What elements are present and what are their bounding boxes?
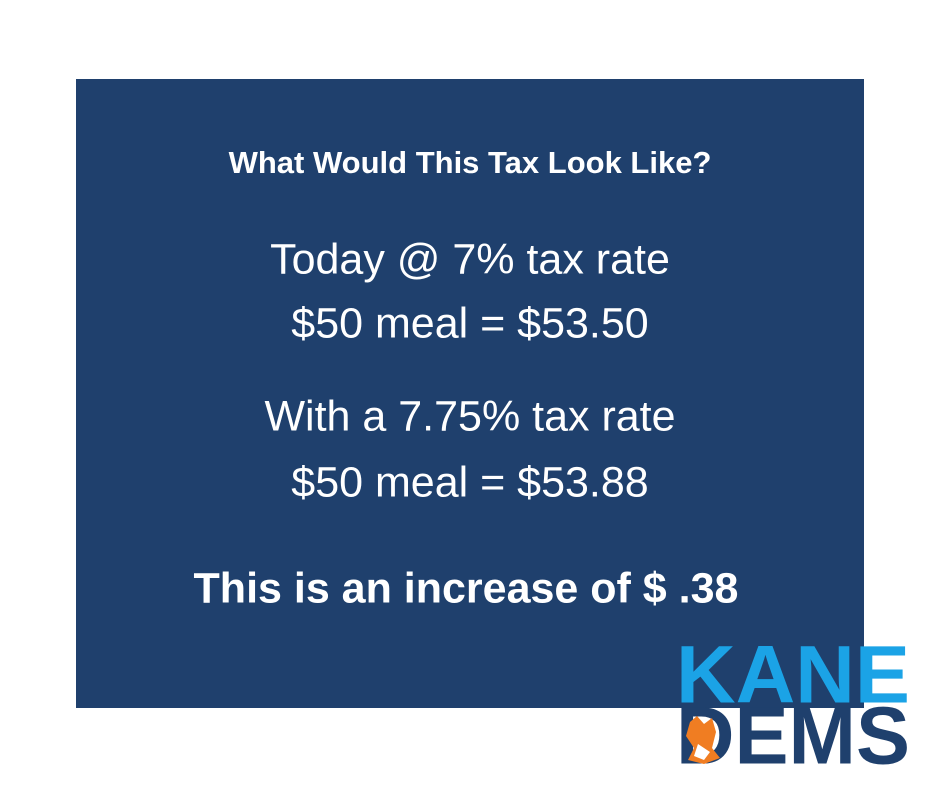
logo-bottom: DEMS — [676, 691, 910, 782]
proposed-meal: $50 meal = $53.88 — [291, 458, 648, 506]
logo: KANE DEMS — [676, 630, 910, 782]
title: What Would This Tax Look Like? — [229, 145, 712, 180]
fox-icon — [686, 716, 720, 764]
logo-top: KANE — [676, 630, 910, 721]
today-meal: $50 meal = $53.50 — [291, 299, 648, 347]
conclusion: This is an increase of $ .38 — [194, 564, 739, 612]
today-rate: Today @ 7% tax rate — [270, 235, 670, 283]
panel — [76, 79, 864, 708]
fox-icon-detail — [694, 744, 710, 760]
proposed-rate: With a 7.75% tax rate — [264, 392, 675, 440]
